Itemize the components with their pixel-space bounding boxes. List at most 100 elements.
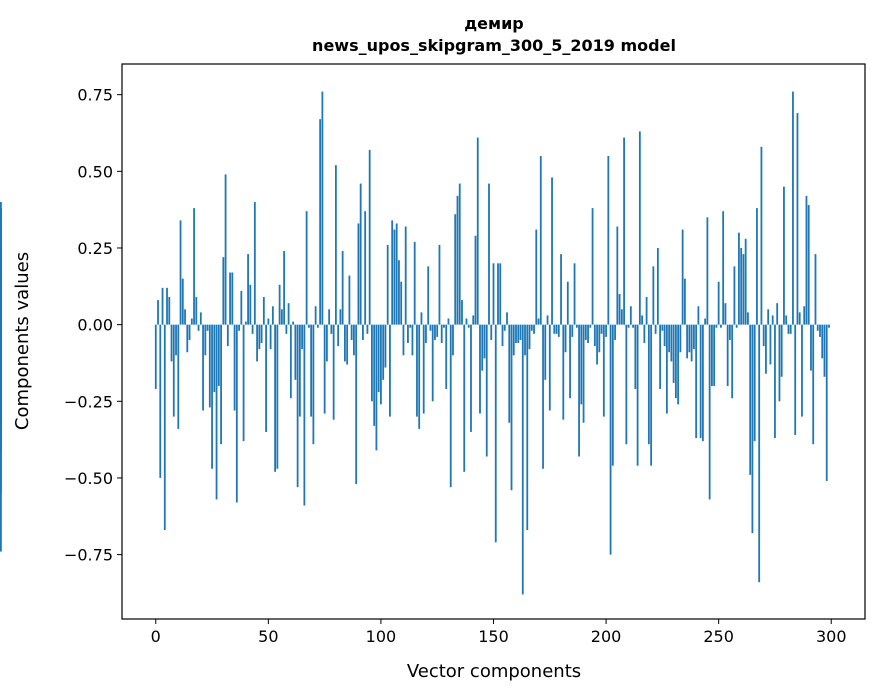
bar [357, 223, 360, 325]
bar [316, 324, 319, 328]
bar [330, 324, 333, 334]
bar [382, 324, 385, 380]
bar [485, 324, 488, 457]
bar [465, 318, 468, 325]
bar [251, 324, 254, 334]
bar [634, 324, 637, 390]
bar [391, 220, 394, 325]
bar [661, 324, 664, 331]
bar [720, 324, 722, 328]
bar [711, 324, 713, 386]
bar [627, 324, 630, 328]
bar [735, 324, 738, 328]
bar [751, 324, 754, 534]
bar [744, 238, 747, 325]
bar [767, 309, 770, 325]
bar [697, 306, 700, 325]
bar [715, 324, 718, 328]
bar [526, 324, 529, 531]
bar [749, 324, 752, 475]
bar [238, 324, 240, 331]
bar [659, 324, 662, 390]
x-axis-ticks: 0 50 100 150 200 250 300 [151, 619, 847, 646]
bar [620, 309, 623, 325]
bar [341, 251, 344, 325]
bar [564, 324, 567, 353]
bar [656, 247, 659, 325]
bar [701, 324, 704, 442]
bar [470, 324, 472, 432]
bar [825, 324, 828, 482]
bar [506, 312, 508, 325]
bar [413, 241, 416, 325]
bar [438, 244, 441, 325]
bar [422, 324, 425, 414]
y-tick-label: 0.25 [77, 239, 113, 258]
chart-title-line1: демир [464, 14, 524, 33]
bar [186, 324, 189, 353]
bar [402, 324, 405, 356]
bar [425, 324, 427, 344]
bar [542, 324, 544, 469]
bar [213, 324, 216, 393]
bar [553, 324, 556, 334]
bar [154, 324, 157, 390]
bar [334, 165, 337, 325]
bar [184, 309, 186, 325]
y-tick-label: 0.00 [77, 316, 113, 335]
bar [384, 324, 387, 368]
bar [362, 324, 364, 340]
bar [670, 324, 673, 362]
chart-title-line2: news_upos_skipgram_300_5_2019 model [312, 36, 676, 55]
bar [726, 324, 729, 386]
bar [665, 324, 668, 414]
bar [695, 324, 698, 439]
bar [539, 155, 542, 325]
bar [722, 211, 725, 325]
bar [307, 324, 310, 328]
y-tick-label: −0.25 [64, 392, 113, 411]
bar [202, 324, 204, 411]
bar [159, 324, 162, 478]
x-tick-label: 100 [366, 627, 397, 646]
bar [274, 324, 276, 472]
bar [785, 315, 788, 325]
bar [652, 266, 655, 325]
bar [780, 324, 783, 377]
bar [181, 278, 184, 325]
bar [472, 315, 475, 325]
bar [359, 183, 362, 325]
bar [704, 318, 707, 325]
x-tick-label: 250 [703, 627, 734, 646]
y-axis-label: Components values [12, 252, 33, 430]
bar [260, 324, 263, 344]
bar [398, 260, 400, 325]
bar [380, 324, 382, 405]
bar [400, 281, 403, 325]
bar [580, 324, 583, 405]
bar [420, 312, 423, 325]
bar [244, 321, 247, 325]
bar [519, 324, 522, 340]
bar [783, 186, 785, 325]
bar [199, 312, 202, 325]
bar [623, 137, 625, 325]
bar [224, 174, 227, 325]
bar [488, 183, 490, 325]
bar [683, 278, 686, 325]
bar [654, 324, 657, 334]
bar [499, 263, 502, 325]
bar [208, 324, 211, 408]
bar [157, 300, 159, 325]
bar [445, 324, 448, 390]
bar [179, 220, 182, 325]
bar [170, 324, 173, 362]
bar [501, 324, 504, 347]
bar [794, 324, 797, 436]
bar [215, 324, 218, 500]
bar [569, 324, 571, 399]
bar [508, 324, 511, 423]
bar [253, 201, 256, 325]
bar [229, 272, 231, 325]
bar [614, 324, 616, 340]
